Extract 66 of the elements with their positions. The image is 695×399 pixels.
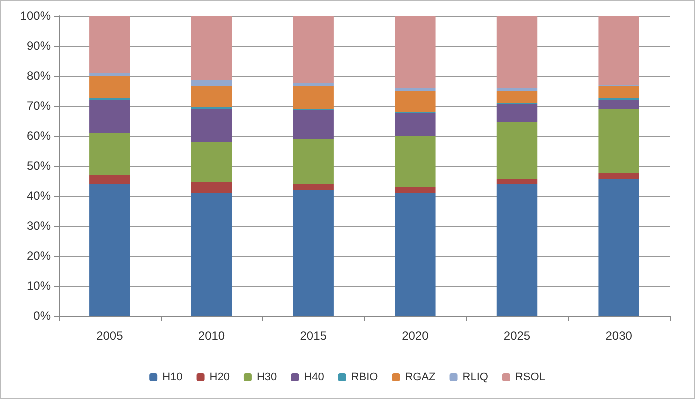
x-tick-label: 2015 [300, 329, 328, 343]
bar [191, 193, 232, 316]
bar [496, 91, 538, 103]
legend-label: H20 [210, 372, 230, 384]
bar [496, 180, 538, 184]
x-tick-label: 2010 [198, 329, 226, 343]
bar [191, 109, 232, 142]
legend-label: H30 [256, 372, 278, 384]
bar [90, 76, 130, 98]
y-tick-label: 20% [26, 249, 52, 263]
y-tick-label: 40% [26, 189, 52, 203]
bar [191, 142, 232, 182]
y-tick-label: 60% [26, 129, 52, 143]
x-tick-label: 2005 [96, 329, 124, 343]
bar [395, 193, 436, 316]
bar [293, 184, 334, 190]
y-tick-label: 90% [26, 39, 52, 53]
y-tick-label: 100% [20, 9, 52, 23]
y-tick-label: 50% [26, 159, 52, 173]
y-tick-label: 0% [34, 309, 52, 323]
bar [496, 88, 538, 91]
bar [90, 133, 130, 175]
bar [395, 16, 436, 88]
legend-label: RBIO [351, 372, 379, 384]
bar [598, 86, 640, 98]
bar [293, 139, 334, 184]
bar [395, 187, 436, 193]
bar [293, 86, 334, 109]
x-tick-label: 2030 [606, 329, 633, 343]
bar [496, 104, 538, 122]
bar [90, 175, 130, 184]
bar [191, 86, 232, 108]
bar [598, 180, 640, 316]
bar [90, 73, 130, 76]
bar [395, 88, 436, 91]
bar [496, 122, 538, 180]
x-tick-label: 2020 [402, 329, 430, 343]
bar [90, 16, 130, 73]
bar [496, 184, 538, 316]
bar [191, 80, 232, 86]
bar [293, 190, 334, 316]
y-tick-label: 80% [26, 69, 52, 83]
bar [395, 91, 436, 112]
legend-label: H10 [162, 372, 183, 384]
bar [598, 109, 640, 174]
bar [598, 174, 640, 180]
x-tick-label: 2025 [504, 329, 531, 343]
y-tick-label: 30% [26, 219, 52, 233]
bar [598, 100, 640, 109]
legend-label: RGAZ [405, 372, 436, 384]
bar [90, 100, 130, 133]
legend-label: H40 [304, 372, 324, 384]
y-tick-label: 10% [26, 279, 52, 293]
bar [191, 16, 232, 80]
legend-label: RSOL [515, 372, 546, 384]
bar [496, 16, 538, 88]
bar [191, 182, 232, 193]
bar [395, 114, 436, 136]
bar [598, 16, 640, 85]
y-tick-label: 70% [26, 99, 52, 113]
bar [90, 184, 130, 316]
bar [293, 84, 334, 86]
legend-label: RLIQ [462, 372, 489, 384]
bar [395, 136, 436, 187]
bar [293, 16, 334, 84]
bar [293, 110, 334, 139]
